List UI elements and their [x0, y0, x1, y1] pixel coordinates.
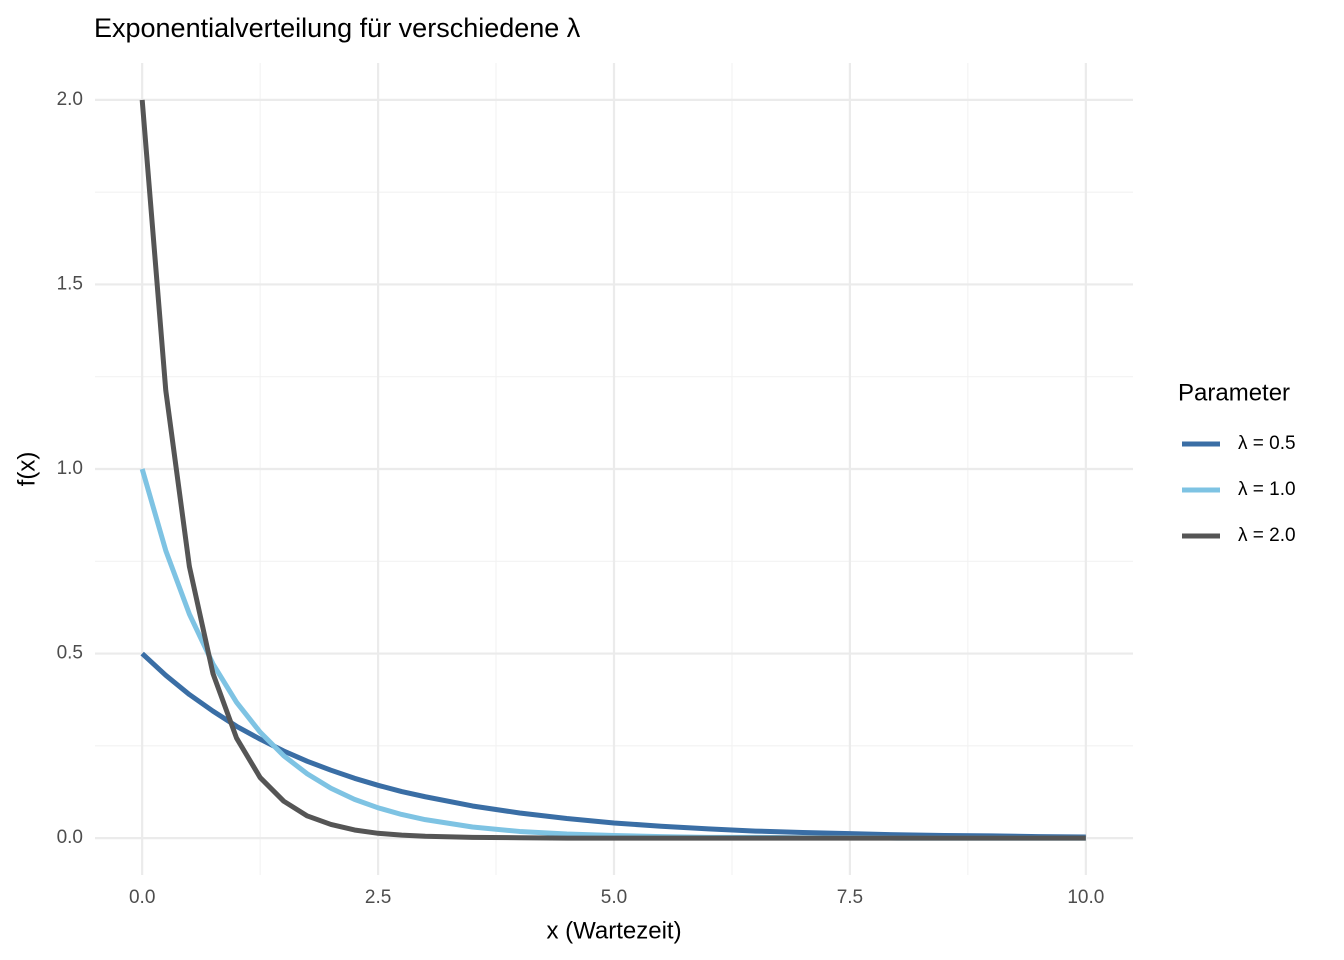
y-tick-label: 0.5	[57, 643, 83, 664]
y-tick-label: 2.0	[57, 89, 83, 110]
y-tick-label: 1.0	[57, 458, 83, 479]
x-axis-label: x (Wartezeit)	[546, 917, 681, 944]
x-tick-label: 2.5	[365, 887, 391, 908]
legend-label: λ = 1.0	[1238, 479, 1296, 500]
y-tick-label: 0.0	[57, 827, 83, 848]
data-line	[139, 99, 1086, 841]
x-tick-label: 0.0	[129, 887, 155, 908]
x-tick-label: 5.0	[601, 887, 627, 908]
legend-title: Parameter	[1178, 379, 1290, 406]
x-tick-label: 7.5	[837, 887, 863, 908]
chart-title: Exponentialverteilung für verschiedene λ	[94, 13, 581, 43]
y-tick-label: 1.5	[57, 273, 83, 294]
x-tick-label: 10.0	[1067, 887, 1104, 908]
legend-label: λ = 2.0	[1238, 525, 1296, 546]
y-axis-label: f(x)	[13, 452, 40, 487]
legend-label: λ = 0.5	[1238, 433, 1296, 454]
data-line	[140, 651, 1086, 840]
